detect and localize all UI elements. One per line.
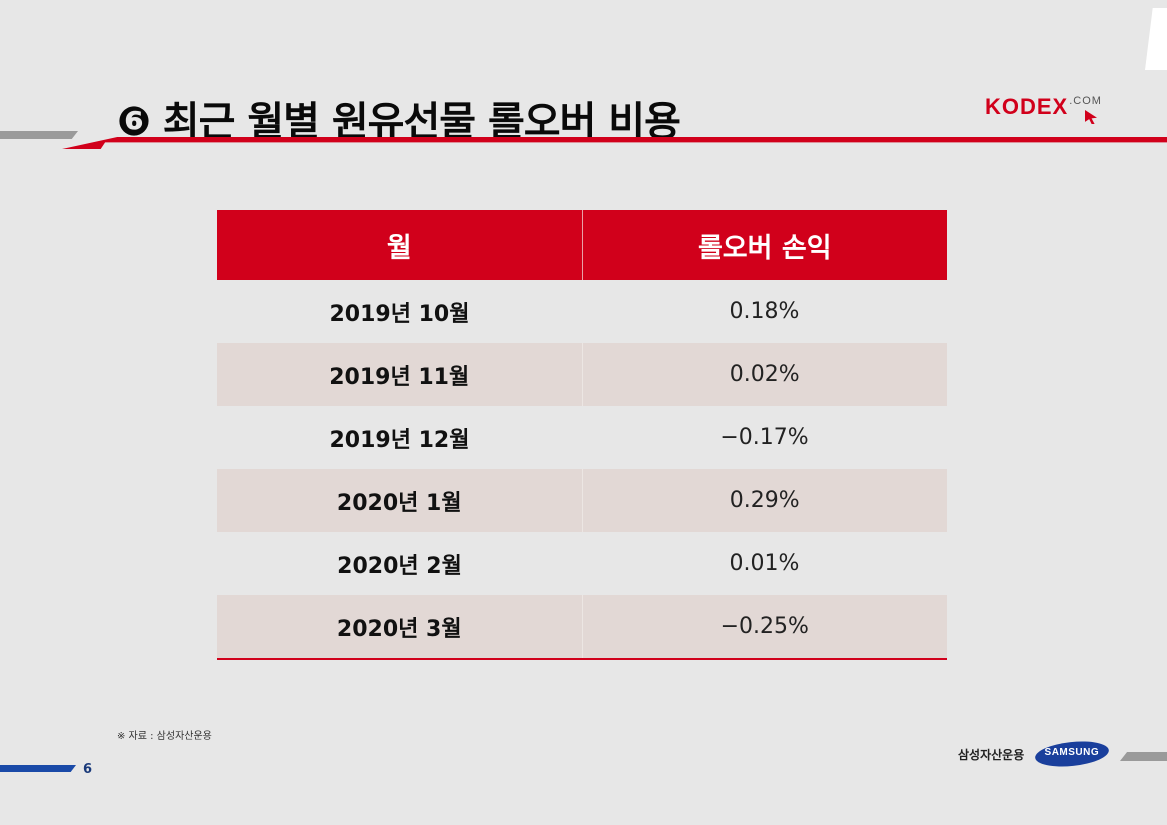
rollover-table: 월 롤오버 손익 2019년 10월 0.18% 2019년 11월 0.02%… xyxy=(217,210,947,660)
row-month: 2020년 2월 xyxy=(337,553,462,579)
table-row: 2019년 10월 0.18% xyxy=(217,280,947,343)
row-month: 2019년 10월 xyxy=(329,301,470,327)
page-number: 6 xyxy=(83,762,93,777)
footer-rule-blue xyxy=(0,765,76,772)
samsung-logo-text: SAMSUNG xyxy=(1044,747,1100,759)
source-note: ※ 자료 : 삼성자산운용 xyxy=(117,731,212,742)
table-header-row: 월 롤오버 손익 xyxy=(217,210,947,280)
kodex-logo-text: KODEX xyxy=(985,94,1069,119)
row-month: 2020년 1월 xyxy=(217,469,582,532)
footer-rule-grey xyxy=(1120,752,1167,761)
row-month: 2019년 12월 xyxy=(329,427,470,453)
samsung-logo: SAMSUNG xyxy=(1033,738,1111,770)
row-value: −0.17% xyxy=(720,425,809,450)
row-value: 0.18% xyxy=(729,299,800,324)
kodex-logo-suffix: .COM xyxy=(1069,95,1102,107)
table-row: 2020년 1월 0.29% xyxy=(217,469,947,532)
header-rollover-pnl: 롤오버 손익 xyxy=(581,210,947,280)
row-value: −0.25% xyxy=(581,595,947,660)
row-value: 0.29% xyxy=(581,469,947,532)
header-month: 월 xyxy=(217,210,582,280)
corner-decoration xyxy=(1145,8,1167,70)
row-value: 0.01% xyxy=(729,551,800,576)
header-rule-grey xyxy=(0,131,78,139)
cursor-icon xyxy=(1085,110,1097,124)
row-value: 0.02% xyxy=(581,343,947,406)
row-month: 2020년 3월 xyxy=(217,595,582,660)
footer-company-name: 삼성자산운용 xyxy=(958,748,1025,762)
kodex-logo: KODEX.COM xyxy=(985,94,1102,124)
table-row: 2019년 11월 0.02% xyxy=(217,343,947,406)
table-row: 2020년 3월 −0.25% xyxy=(217,595,947,660)
table-row: 2020년 2월 0.01% xyxy=(217,532,947,595)
table-row: 2019년 12월 −0.17% xyxy=(217,406,947,469)
row-month: 2019년 11월 xyxy=(217,343,582,406)
